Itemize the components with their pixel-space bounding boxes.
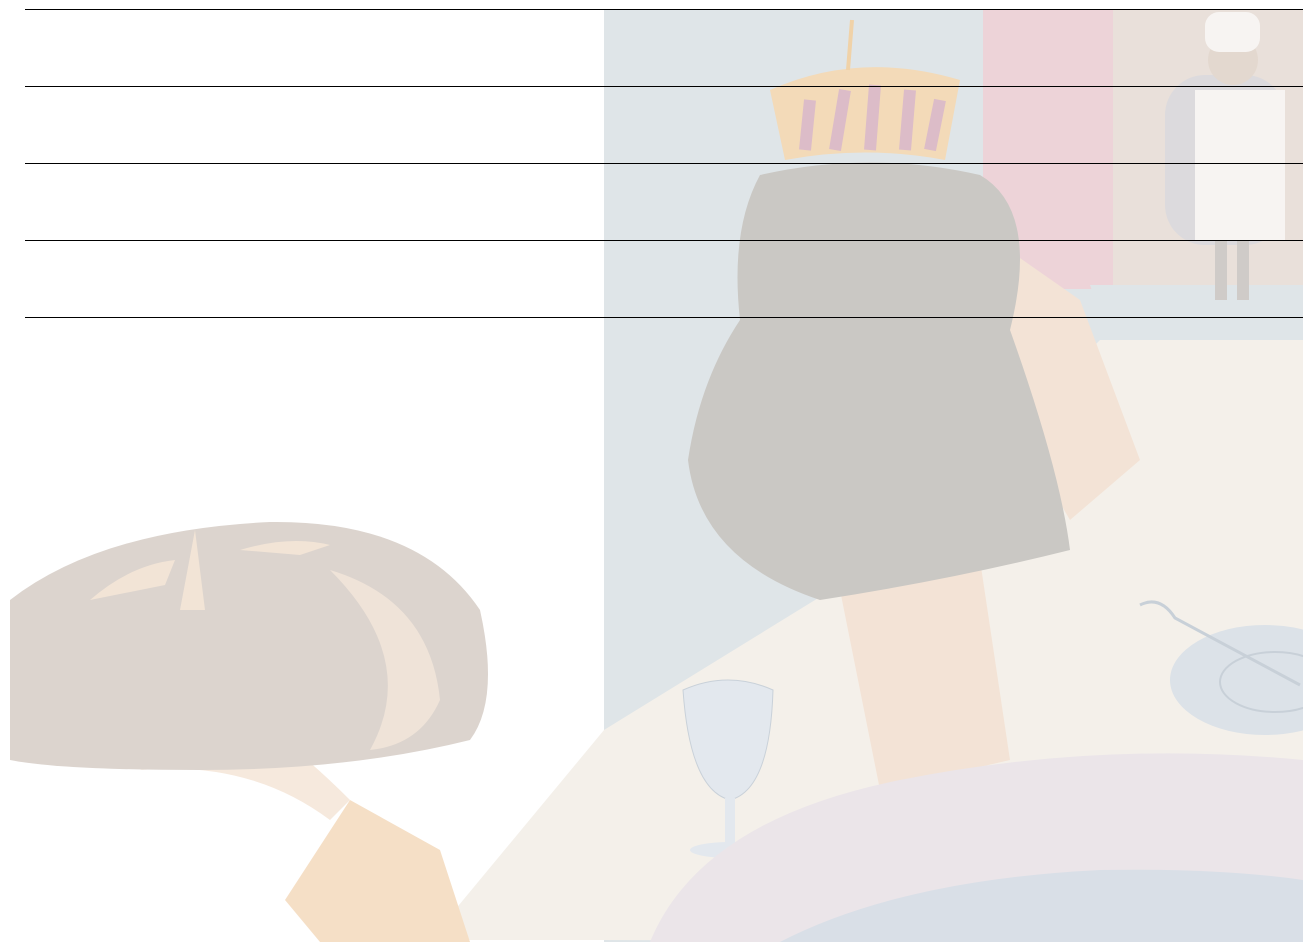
illustration [0,0,1303,942]
chef-hat [1205,12,1260,52]
hair [688,163,1070,601]
chef-apron [1195,90,1285,240]
floor [1090,285,1303,340]
glass-stem [725,798,735,843]
chef-leg [1215,240,1227,300]
page: Illustration {} html, body { margin: 0; … [0,0,1303,942]
page-body [0,0,1303,942]
sleeve [285,800,470,942]
chef-leg [1237,240,1249,300]
